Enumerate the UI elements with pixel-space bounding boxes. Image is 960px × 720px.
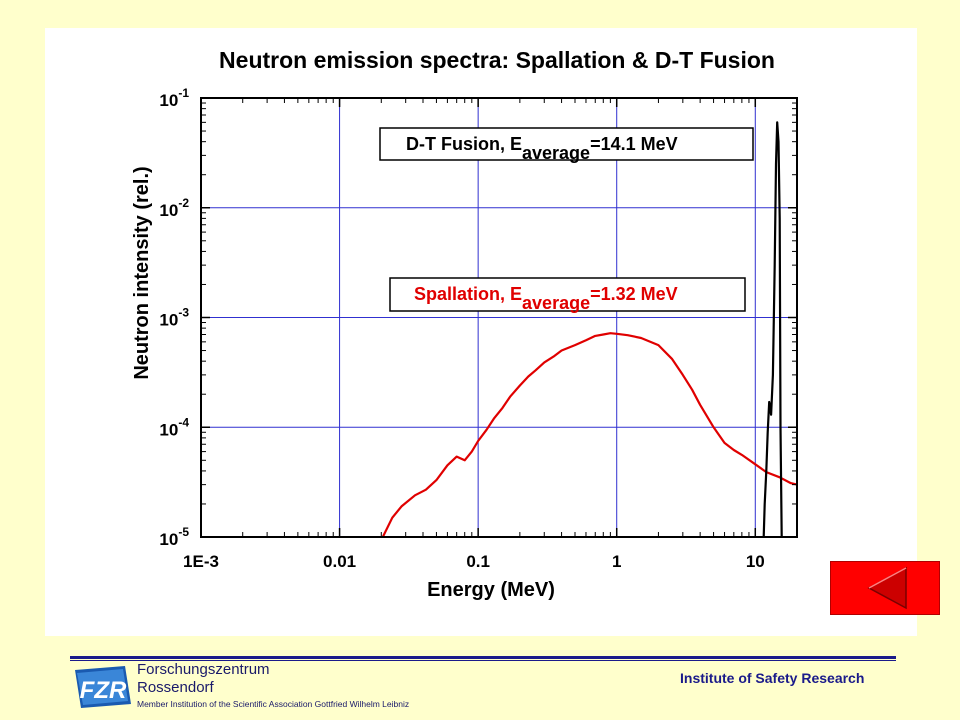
x-tick-label: 0.1 <box>466 552 490 571</box>
triangle-left-icon <box>867 566 907 610</box>
x-tick-label: 0.01 <box>323 552 356 571</box>
institute-name: Institute of Safety Research <box>680 670 865 686</box>
footer-divider-thin <box>70 660 896 661</box>
ticks: 1E-3 0.01 0.1 1 10 10-1 10-2 10-3 10-4 10-5 <box>159 86 798 571</box>
chart-panel: Neutron emission spectra: Spallation & D… <box>45 28 917 636</box>
x-tick-label: 1E-3 <box>183 552 219 571</box>
y-tick-label: 10-4 <box>159 415 189 439</box>
dt-fusion-label-box <box>379 127 754 161</box>
x-axis-label: Energy (MeV) <box>427 579 555 601</box>
y-tick-label: 10-1 <box>159 86 189 110</box>
grid <box>201 98 797 537</box>
dt-fusion-series-line <box>762 121 783 538</box>
back-button[interactable] <box>830 561 940 615</box>
chart: Neutron emission spectra: Spallation & D… <box>131 47 798 601</box>
svg-text:FZR: FZR <box>80 677 127 704</box>
org-subname: Rossendorf <box>137 679 214 696</box>
dt-fusion-label: D-T Fusion, Eaverage=14.1 MeV <box>406 134 678 163</box>
org-name: Forschungszentrum <box>137 661 270 678</box>
y-tick-label: 10-5 <box>159 525 189 549</box>
chart-title: Neutron emission spectra: Spallation & D… <box>219 47 775 73</box>
spallation-label: Spallation, Eaverage=1.32 MeV <box>414 284 678 313</box>
y-axis-label: Neutron intensity (rel.) <box>131 166 153 379</box>
y-tick-label: 10-3 <box>159 306 189 330</box>
fzr-logo: FZR <box>75 666 131 708</box>
annotations: D-T Fusion, Eaverage=14.1 MeV Spallation,… <box>379 127 754 313</box>
member-institution-text: Member Institution of the Scientific Ass… <box>137 699 410 709</box>
x-tick-label: 10 <box>746 552 765 571</box>
spallation-series-line <box>381 332 798 538</box>
y-tick-label: 10-2 <box>159 196 189 220</box>
spallation-label-box <box>389 277 746 312</box>
series-layer <box>381 121 798 538</box>
footer-divider <box>70 656 896 659</box>
x-tick-label: 1 <box>612 552 621 571</box>
